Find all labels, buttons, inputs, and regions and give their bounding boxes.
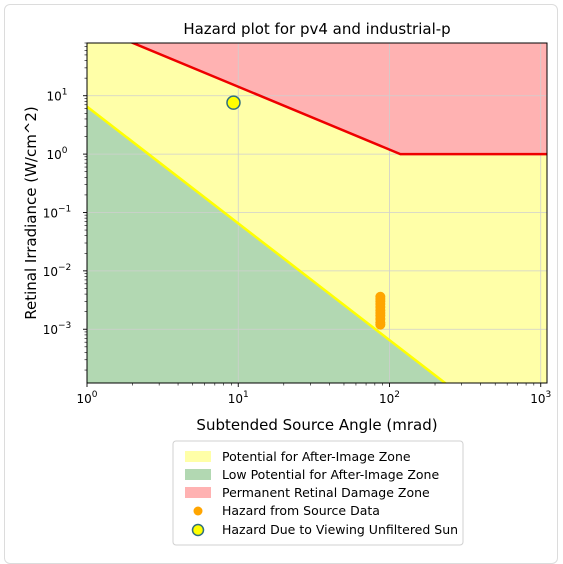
legend-label-sun-hazard: Hazard Due to Viewing Unfiltered Sun bbox=[222, 522, 458, 537]
legend-marker-source-hazard bbox=[193, 506, 203, 516]
x-tick-label: 101 bbox=[228, 390, 249, 406]
y-tick-label: 10−3 bbox=[43, 321, 72, 337]
legend-box bbox=[172, 440, 464, 546]
legend-swatch-low-potential bbox=[185, 469, 211, 480]
y-tick-label: 10−2 bbox=[43, 263, 72, 279]
y-tick-label: 10−1 bbox=[43, 204, 72, 220]
legend-label-source-hazard: Hazard from Source Data bbox=[222, 503, 380, 518]
x-tick-label: 100 bbox=[76, 390, 97, 406]
legend-label-retinal-damage: Permanent Retinal Damage Zone bbox=[222, 485, 430, 500]
legend-marker-sun-hazard bbox=[191, 523, 205, 537]
chart-title: Hazard plot for pv4 and industrial-p bbox=[183, 20, 450, 38]
legend: Potential for After-Image Zone Low Poten… bbox=[172, 440, 464, 546]
plot-frame bbox=[86, 42, 548, 384]
zone-retinal-damage bbox=[132, 43, 547, 155]
after-image-boundary-line bbox=[87, 105, 448, 383]
legend-swatch-retinal-damage bbox=[185, 487, 211, 498]
sun-hazard-point bbox=[226, 95, 241, 110]
x-axis-title: Subtended Source Angle (mrad) bbox=[196, 416, 437, 434]
x-tick-label: 103 bbox=[530, 390, 551, 406]
retinal-damage-boundary-line bbox=[129, 43, 547, 156]
source-hazard-point bbox=[375, 319, 386, 330]
legend-swatch-after-image bbox=[185, 451, 211, 462]
legend-label-low-potential: Low Potential for After-Image Zone bbox=[222, 467, 439, 482]
legend-label-after-image: Potential for After-Image Zone bbox=[222, 449, 411, 464]
y-tick-label: 101 bbox=[46, 88, 67, 104]
y-axis-title: Retinal Irradiance (W/cm^2) bbox=[22, 106, 40, 320]
x-tick-label: 102 bbox=[379, 390, 400, 406]
y-tick-label: 100 bbox=[46, 146, 67, 162]
